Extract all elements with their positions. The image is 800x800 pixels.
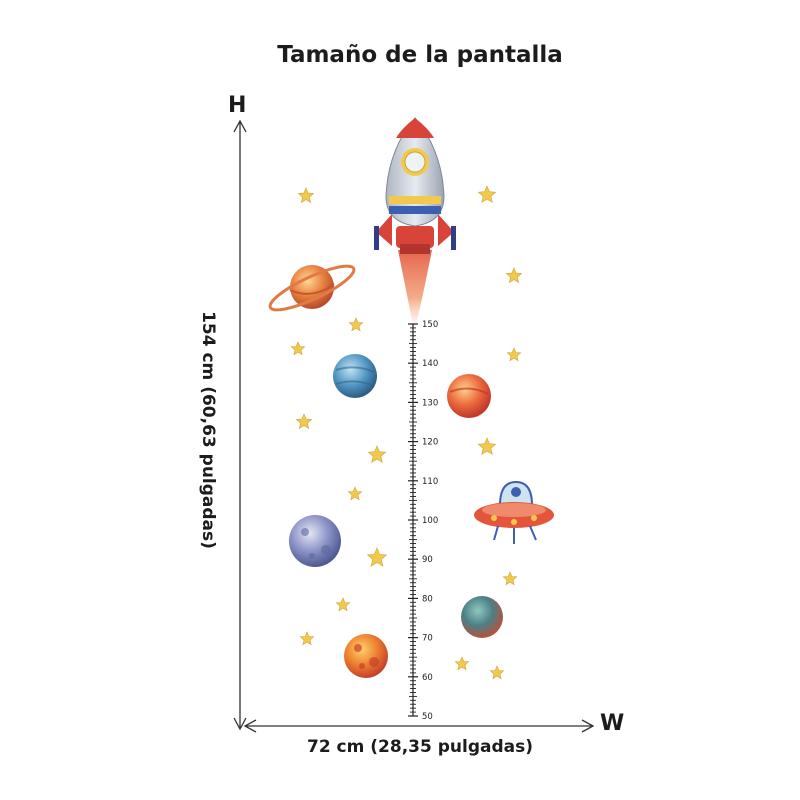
height-ruler	[408, 323, 418, 717]
star-icon	[299, 631, 315, 646]
ruler-label: 100	[422, 516, 438, 526]
blue-planet	[333, 354, 377, 398]
star-icon	[489, 665, 505, 680]
ruler-label: 150	[422, 320, 438, 330]
ruler-label: 70	[422, 634, 433, 644]
star-icon	[290, 341, 306, 356]
star-icon	[477, 437, 497, 455]
ruler-label: 50	[422, 712, 433, 722]
orange-planet	[344, 634, 388, 678]
ruler-label: 110	[422, 477, 438, 487]
teal-planet	[461, 596, 503, 638]
ringed-planet	[268, 264, 356, 312]
ruler-label: 120	[422, 438, 438, 448]
height-dimension-arrow	[233, 119, 247, 731]
width-axis-letter: W	[600, 711, 625, 736]
star-icon	[454, 656, 470, 671]
ruler-label: 140	[422, 359, 438, 369]
star-icon	[297, 187, 315, 204]
star-icon	[348, 317, 364, 332]
ruler-label: 60	[422, 673, 433, 683]
height-axis-letter: H	[228, 93, 247, 118]
ruler-label: 90	[422, 555, 433, 565]
stars	[290, 185, 523, 680]
red-planet	[447, 374, 491, 418]
ruler-labels: 150 140 130 120 110 100 90 80 70 60 50	[422, 320, 438, 722]
star-icon	[335, 597, 351, 612]
star-icon	[477, 185, 497, 203]
star-icon	[366, 547, 388, 567]
ufo-icon	[474, 480, 554, 544]
star-icon	[367, 445, 387, 463]
width-dimension-arrow	[243, 719, 595, 733]
ruler-label: 130	[422, 398, 438, 408]
purple-planet	[289, 515, 341, 567]
ruler-label: 80	[422, 594, 433, 604]
width-dimension-label: 72 cm (28,35 pulgadas)	[306, 737, 533, 757]
page-title: Tamaño de la pantalla	[277, 42, 563, 68]
star-icon	[347, 486, 363, 501]
star-icon	[295, 413, 313, 430]
star-icon	[502, 571, 518, 586]
rocket-icon	[374, 117, 456, 330]
star-icon	[506, 347, 522, 362]
star-icon	[505, 267, 523, 284]
